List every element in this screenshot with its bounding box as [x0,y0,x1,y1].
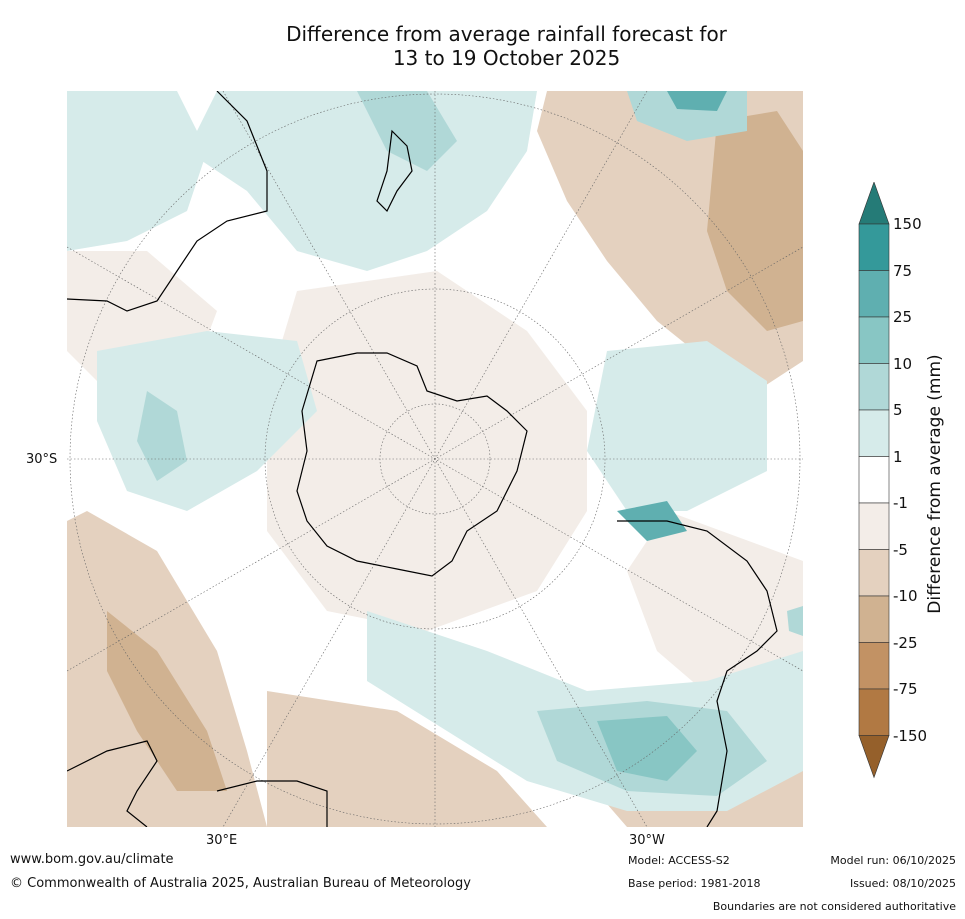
colorbar-tick-label: 75 [893,261,913,280]
graticule [67,91,803,827]
region-light-brown-se [627,511,803,711]
colorbar [858,182,890,779]
region-teal-se-edge [787,606,803,636]
footer-issued: Issued: 08/10/2025 [849,877,956,890]
region-teal-se-dark [597,716,697,781]
colorbar-title: Difference from average (mm) [925,184,945,613]
africa-coast [67,740,158,827]
colorbar-segment [858,595,890,643]
colorbar-segment [858,549,890,597]
footer-base-period: Base period: 1981-2018 [628,877,761,890]
footer-copyright: © Commonwealth of Australia 2025, Austra… [10,876,471,891]
colorbar-tick-label: -75 [893,680,918,698]
colorbar-segment [858,316,890,364]
region-brown-sw-dark [107,611,227,791]
positive-anomaly-regions [67,91,803,811]
rainfall-map-svg [67,91,803,827]
colorbar-tick-label: -25 [893,633,918,652]
region-teal-e [587,341,767,511]
region-teal-n [187,91,537,271]
footer-disclaimer: Boundaries are not considered authoritat… [712,900,956,913]
antarctica-coast [296,352,528,577]
new-zealand-coast [376,129,413,213]
lon-label-30w: 30°W [629,833,665,848]
colorbar-title-text: Difference from average (mm) [925,354,945,614]
colorbar-extend-bottom [858,735,890,779]
colorbar-segment [858,642,890,690]
footer-model: Model: ACCESS-S2 [628,854,730,867]
south-america-coast [617,520,778,827]
title-line-2: 13 to 19 October 2025 [392,46,621,70]
colorbar-segment [858,688,890,736]
colorbar-extend-top [858,182,890,225]
lon-label-30e: 30°E [206,833,238,848]
australia-coast [67,91,268,312]
region-teal-w-dark [137,391,187,481]
colorbar-tick-label: 5 [893,401,903,419]
colorbar-tick-label: 10 [893,354,913,373]
colorbar-tick-label: -1 [893,494,908,512]
africa-coast-2 [216,780,328,827]
region-light-brown-center [267,271,587,631]
colorbar-segment [858,456,890,504]
title-line-1: Difference from average rainfall forecas… [286,22,727,46]
footer-model-run: Model run: 06/10/2025 [830,854,956,867]
footer-website: www.bom.gov.au/climate [10,852,174,867]
colorbar-segment [858,363,890,411]
region-brown-s [267,691,547,827]
region-brown-ne-dark [707,111,803,331]
colorbar-segment [858,502,890,550]
colorbar-tick-label: 150 [893,215,922,233]
colorbar-segment [858,409,890,457]
coastlines [67,91,778,827]
colorbar-tick-label: 1 [893,447,903,466]
colorbar-tick-label: -5 [893,540,908,559]
colorbar-segment [858,223,890,271]
colorbar-tick-label: -10 [893,587,918,605]
rainfall-map [67,91,803,827]
colorbar-tick-label: -150 [893,726,928,745]
region-teal-ne-dark [667,91,727,111]
region-teal-nw [67,91,207,251]
region-teal-n-dark [357,91,457,171]
colorbar-segment [858,270,890,318]
colorbar-tick-label: 25 [893,308,913,326]
map-title: Difference from average rainfall forecas… [0,22,965,70]
lat-label-30s: 30°S [26,452,58,467]
